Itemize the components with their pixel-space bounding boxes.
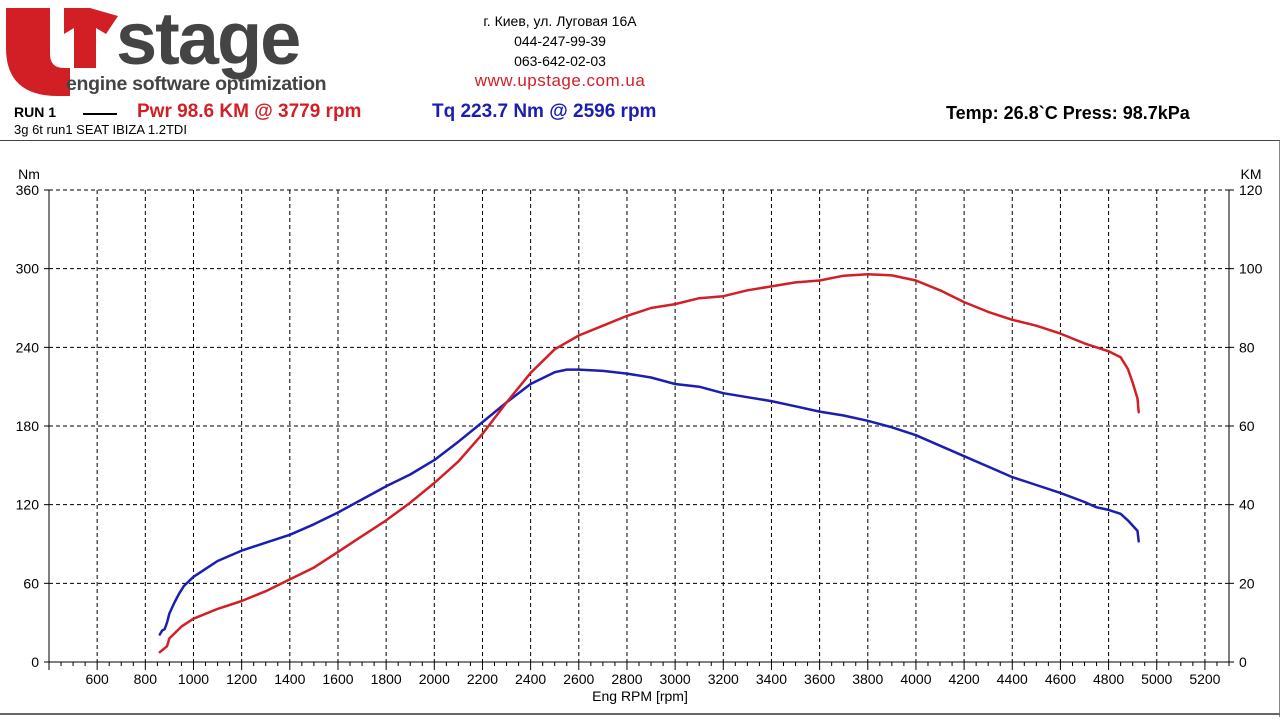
- y-tick-label-left: 120: [16, 497, 40, 513]
- x-tick-label: 3000: [660, 671, 691, 687]
- x-tick-label: 2400: [515, 671, 546, 687]
- bottom-rule: [0, 713, 1280, 715]
- power-summary: Pwr 98.6 KM @ 3779 rpm: [137, 101, 362, 122]
- x-tick-label: 3800: [852, 671, 883, 687]
- contact-address: г. Киев, ул. Луговая 16А: [483, 13, 637, 29]
- contact-phone-1: 044-247-99-39: [514, 33, 606, 49]
- y-axis-title-right: KM: [1241, 166, 1262, 182]
- x-tick-label: 1200: [226, 671, 257, 687]
- contact-website[interactable]: www.upstage.com.ua: [474, 71, 646, 90]
- y-tick-label-left: 240: [16, 339, 40, 355]
- y-tick-label-right: 60: [1239, 418, 1255, 434]
- y-tick-label-left: 180: [16, 418, 40, 434]
- tick-labels: 0 0 60 20 120 40 180 60 240 80 300 100 360 120 600 800 1…: [16, 182, 1263, 687]
- x-tick-label: 3600: [804, 671, 835, 687]
- torque-curve: [158, 368, 1140, 636]
- x-tick-label: 4400: [997, 671, 1028, 687]
- x-tick-label: 2600: [563, 671, 594, 687]
- power-curve: [158, 272, 1140, 654]
- y-tick-label-left: 0: [31, 654, 39, 670]
- y-tick-label-right: 0: [1239, 654, 1247, 670]
- y-axis-title-left: Nm: [18, 166, 40, 182]
- y-tick-label-left: 360: [16, 182, 40, 198]
- y-tick-label-right: 80: [1239, 339, 1255, 355]
- run-legend-line: [83, 113, 117, 115]
- x-tick-label: 2000: [419, 671, 450, 687]
- logo-tagline: engine software optimization: [66, 73, 326, 95]
- logo-arrow: [64, 8, 118, 68]
- x-tick-label: 800: [134, 671, 158, 687]
- x-tick-label: 1400: [274, 671, 305, 687]
- contact-phone-2: 063-642-02-03: [514, 53, 606, 69]
- logo-u-shape: [6, 8, 70, 96]
- series: [158, 272, 1140, 654]
- x-tick-label: 2800: [611, 671, 642, 687]
- axes: [44, 189, 1234, 670]
- x-tick-label: 2200: [467, 671, 498, 687]
- y-tick-label-left: 300: [16, 261, 40, 277]
- torque-summary: Tq 223.7 Nm @ 2596 rpm: [432, 101, 657, 122]
- y-tick-label-right: 40: [1239, 497, 1255, 513]
- environment-readout: Temp: 26.8`C Press: 98.7kPa: [946, 103, 1190, 123]
- x-tick-label: 1800: [371, 671, 402, 687]
- x-tick-label: 1000: [178, 671, 209, 687]
- x-tick-label: 600: [85, 671, 109, 687]
- x-tick-label: 4800: [1093, 671, 1124, 687]
- y-tick-label-right: 120: [1239, 182, 1263, 198]
- run-subtitle: 3g 6t run1 SEAT IBIZA 1.2TDI: [14, 122, 187, 137]
- x-axis-title: Eng RPM [rpm]: [592, 688, 688, 704]
- logo-wordmark: stage: [116, 0, 299, 80]
- x-tick-label: 4000: [900, 671, 931, 687]
- x-tick-label: 5200: [1189, 671, 1220, 687]
- x-tick-label: 3200: [708, 671, 739, 687]
- x-tick-label: 5000: [1141, 671, 1172, 687]
- grid: [49, 189, 1229, 662]
- upstage-logo: stage engine software optimization: [6, 0, 327, 96]
- x-tick-label: 3400: [756, 671, 787, 687]
- x-tick-label: 4600: [1045, 671, 1076, 687]
- x-tick-label: 4200: [949, 671, 980, 687]
- run-label: RUN 1: [14, 104, 57, 120]
- y-tick-label-right: 100: [1239, 261, 1263, 277]
- x-tick-label: 1600: [322, 671, 353, 687]
- y-tick-label-left: 60: [23, 575, 39, 591]
- y-tick-label-right: 20: [1239, 575, 1255, 591]
